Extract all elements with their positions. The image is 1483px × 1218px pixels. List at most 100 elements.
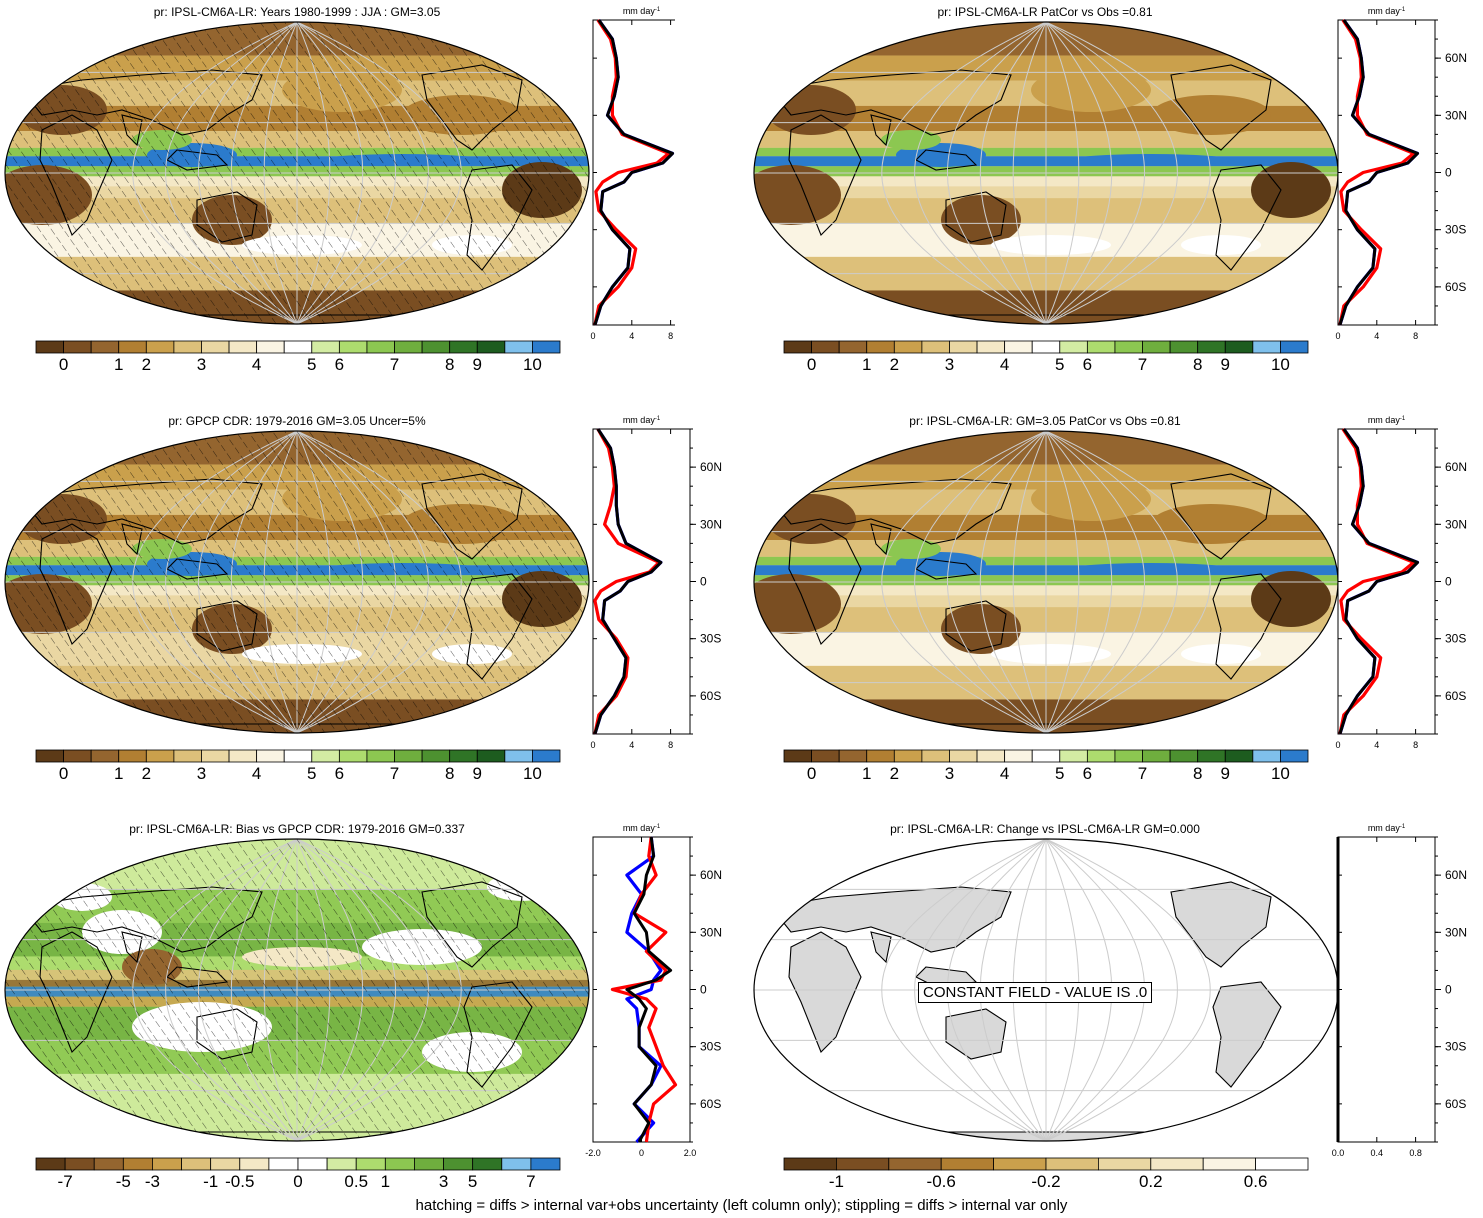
colorbar-swatch: [949, 340, 978, 354]
colorbar-swatch: [152, 1157, 182, 1171]
graticule-meridian: [1045, 431, 1211, 733]
lat-label: 30S: [1445, 1040, 1466, 1054]
colorbar-6: -1 -0.6 -0.2 0.2 0.6: [783, 1157, 1309, 1191]
colorbar-swatch: [921, 340, 950, 354]
colorbar-swatch: [1252, 340, 1281, 354]
colorbar-swatch: [366, 749, 395, 763]
colorbar-label: 7: [390, 355, 399, 374]
colorbar-swatch: [283, 749, 313, 763]
x-tick-label: 0: [1335, 331, 1340, 341]
colorbar-swatch: [173, 340, 202, 354]
graticule-meridian: [947, 431, 1047, 733]
colorbar-label: -1: [829, 1172, 844, 1191]
colorbar-swatch: [256, 340, 285, 354]
colorbar-swatch: [297, 1157, 328, 1171]
colorbar-swatch: [35, 749, 64, 763]
colorbar-swatch: [921, 749, 950, 763]
x-tick-label: 0: [1335, 740, 1340, 750]
zonal-series-line: [593, 19, 674, 326]
colorbar-label: 3: [945, 764, 954, 783]
colorbar-swatch: [449, 340, 478, 354]
field-blob: [1071, 563, 1231, 575]
colorbar-swatch: [976, 340, 1006, 354]
zonal-profile-6: mm day-1 60N 30N 0 30S 60S 0.0 0.4 0.8: [1332, 823, 1467, 1158]
constant-field-label: CONSTANT FIELD - VALUE IS .0: [918, 982, 1153, 1003]
colorbar-swatch: [326, 1157, 357, 1171]
lat-label: 30S: [700, 632, 721, 646]
graticule-meridian: [1045, 839, 1178, 1141]
colorbar-swatch: [888, 1157, 942, 1171]
colorbar-label: 6: [335, 764, 344, 783]
map-panel-4: [753, 430, 1339, 734]
colorbar-swatch: [993, 1157, 1047, 1171]
colorbar-label: 8: [1193, 355, 1202, 374]
lat-label: 0: [1445, 575, 1452, 589]
colorbar-swatch: [783, 340, 812, 354]
x-tick-label: 4: [629, 331, 634, 341]
colorbar-label: 0: [807, 764, 816, 783]
colorbar-swatch: [283, 340, 313, 354]
colorbar-2: 0 1 2 3 4 5 6 7 8 9 10: [783, 340, 1309, 374]
lat-label: 60S: [1445, 280, 1466, 294]
colorbar-swatch: [1004, 749, 1033, 763]
colorbar-swatch: [63, 749, 92, 763]
map-panel-1: [4, 21, 590, 325]
zonal-frame: [592, 836, 691, 1143]
zonal-frame: [1337, 19, 1436, 326]
continent-outline: [531, 856, 573, 888]
lat-label: 0: [1445, 983, 1452, 997]
colorbar-swatch: [311, 340, 340, 354]
zonal-frame: [1337, 836, 1436, 1143]
continent-outline: [1280, 448, 1322, 480]
colorbar-label: 8: [445, 764, 454, 783]
colorbar-swatch: [504, 340, 533, 354]
lat-label: 60S: [700, 1097, 721, 1111]
continent-outline: [945, 191, 1007, 243]
zonal-profile-4: mm day-1 60N 30N 0 30S 60S 0 4 8: [1335, 415, 1467, 750]
graticule-meridian: [1045, 22, 1178, 324]
colorbar-label: 6: [335, 355, 344, 374]
colorbar-swatch: [893, 749, 923, 763]
lat-label: 30N: [700, 517, 722, 531]
colorbar-swatch: [394, 340, 423, 354]
lat-label: 30S: [1445, 223, 1466, 237]
colorbar-swatch: [64, 1157, 95, 1171]
colorbar-swatch: [476, 340, 506, 354]
colorbar-label: 6: [1083, 355, 1092, 374]
colorbar-swatch: [35, 1157, 66, 1171]
field-blob: [941, 195, 1021, 245]
zonal-profile-2: mm day-1 60N 30N 0 30S 60S 0 4 8: [1335, 6, 1467, 341]
colorbar-swatch: [1142, 340, 1171, 354]
colorbar-label: 1: [114, 764, 123, 783]
colorbar-label: 5: [307, 355, 316, 374]
colorbar-swatch: [1224, 749, 1254, 763]
colorbar-swatch: [118, 749, 147, 763]
colorbar-swatch: [1202, 1157, 1257, 1171]
lat-label: 30N: [1445, 925, 1467, 939]
graticule-meridian: [1045, 22, 1080, 324]
colorbar-label: 1: [381, 1172, 390, 1191]
colorbar-label: 10: [523, 355, 542, 374]
colorbar-swatch: [1255, 1157, 1309, 1171]
colorbar-swatch: [866, 749, 895, 763]
x-tick-label: 4: [1374, 331, 1379, 341]
x-tick-label: 2.0: [684, 1148, 697, 1158]
colorbar-label: 9: [473, 355, 482, 374]
colorbar-label: 8: [445, 355, 454, 374]
colorbar-label: 7: [1138, 764, 1147, 783]
continent-outline: [915, 149, 978, 171]
zonal-series-line: [1338, 428, 1416, 735]
zonal-series-line: [1338, 19, 1419, 326]
lat-label: 60N: [1445, 460, 1467, 474]
hatching: [5, 839, 589, 1141]
colorbar-label: 0: [59, 764, 68, 783]
graticule-meridian: [947, 22, 1047, 324]
map-panel-3: [4, 430, 590, 734]
colorbar-label: 0: [807, 355, 816, 374]
colorbar-swatch: [268, 1157, 299, 1171]
colorbar-label: 10: [1271, 355, 1290, 374]
colorbar-swatch: [783, 1157, 837, 1171]
continent-outline: [788, 931, 862, 1053]
colorbar-label: -7: [58, 1172, 73, 1191]
lat-label: 30S: [700, 1040, 721, 1054]
